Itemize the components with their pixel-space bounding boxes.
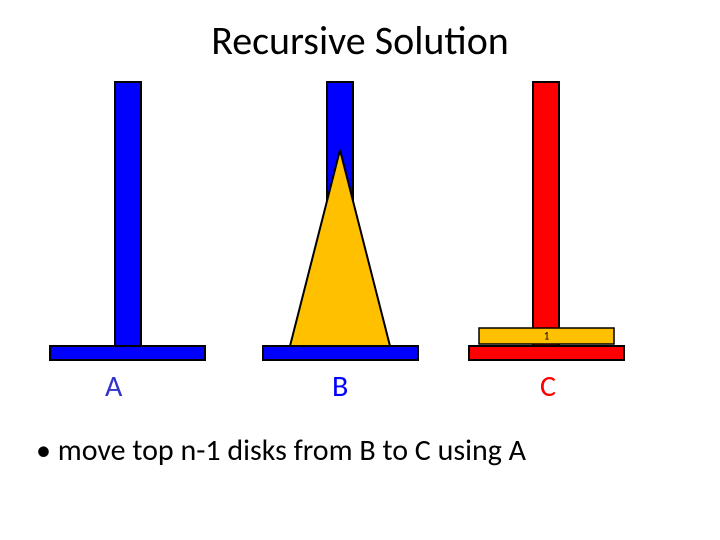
peg-c-pole (533, 82, 559, 346)
peg-a-label: A (105, 368, 122, 405)
peg-a-base (50, 346, 205, 360)
peg-c-base (469, 346, 624, 360)
bullet-text: • move top n-1 disks from B to C using A (36, 432, 526, 469)
peg-c-disk-1-label: 1 (544, 330, 550, 343)
peg-a-pole (115, 82, 141, 346)
peg-c-label: C (540, 368, 556, 405)
peg-b-label: B (332, 368, 348, 405)
peg-b-stack-triangle (290, 150, 390, 346)
peg-b-base (263, 346, 418, 360)
